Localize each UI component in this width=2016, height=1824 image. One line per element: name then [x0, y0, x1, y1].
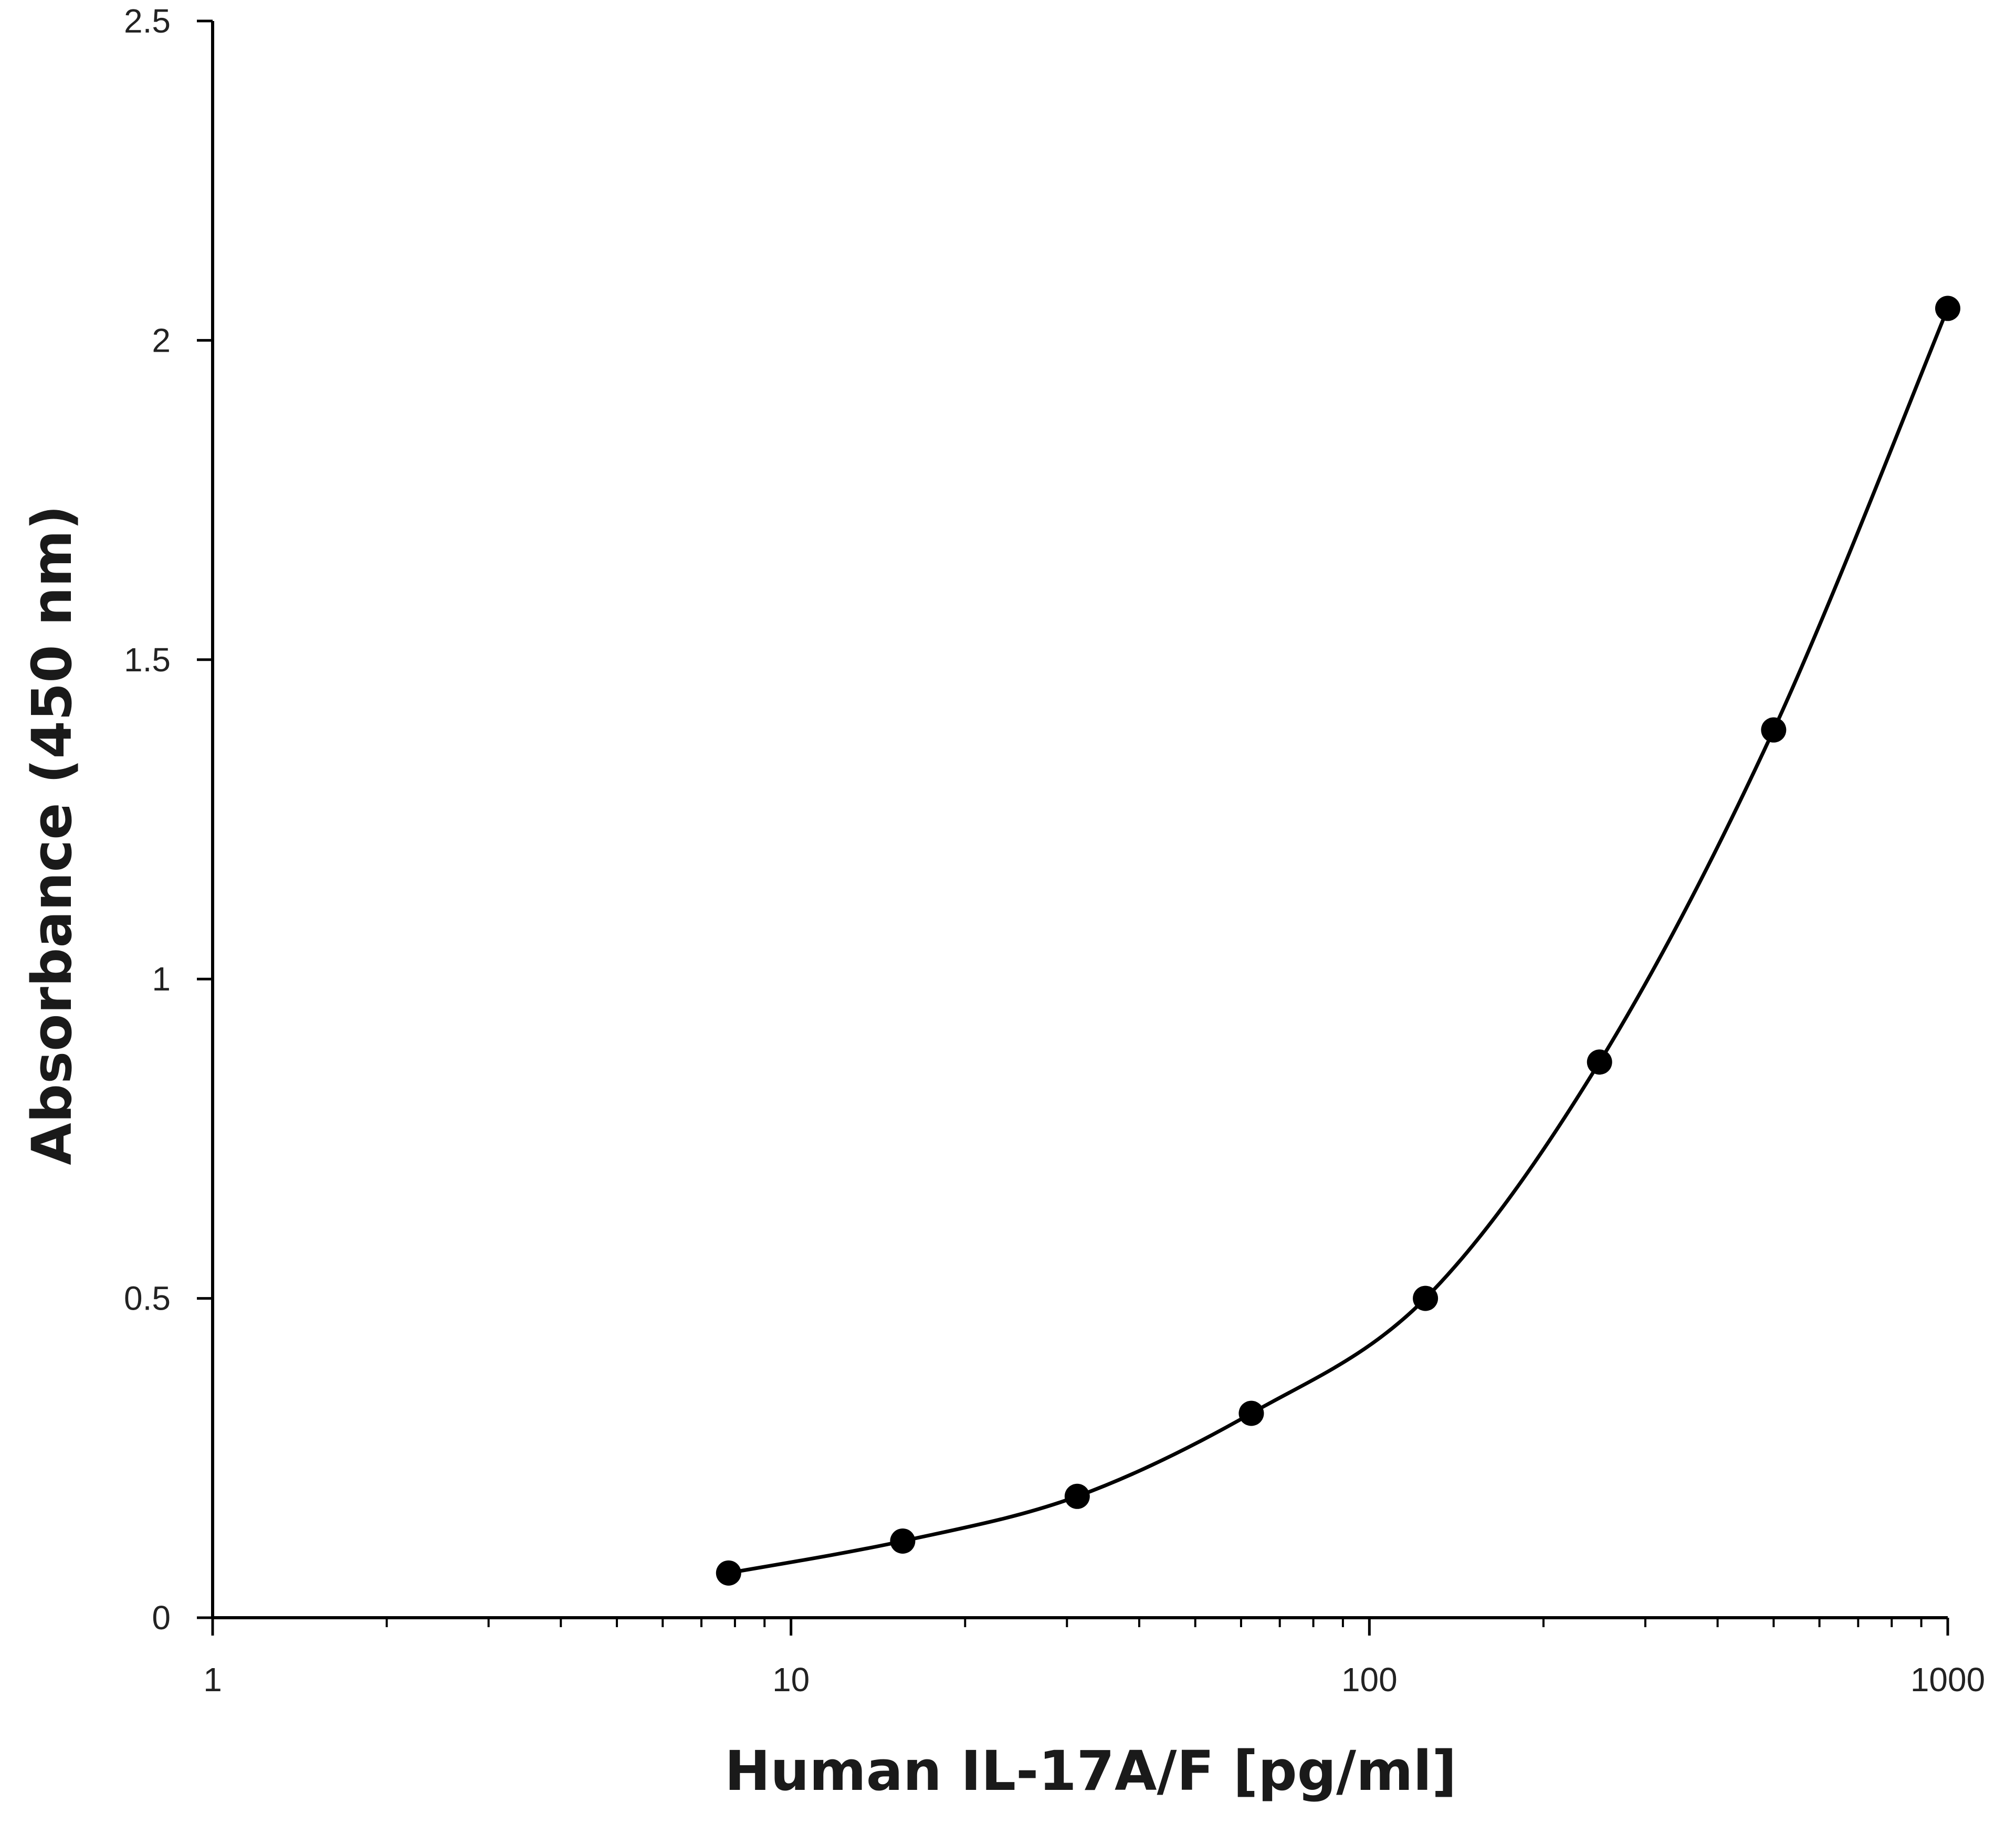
- data-point: [716, 1560, 741, 1586]
- x-ticks: 1 10 100 1000: [203, 1618, 1985, 1699]
- x-tick-label: 100: [1341, 1661, 1398, 1699]
- x-tick-label: 1000: [1910, 1661, 1985, 1699]
- data-point: [1238, 1400, 1264, 1426]
- data-point: [1064, 1483, 1090, 1509]
- y-tick-label: 2: [152, 321, 171, 359]
- x-tick-label: 10: [772, 1661, 810, 1699]
- series-layer: [716, 296, 1960, 1586]
- data-point: [1413, 1285, 1438, 1311]
- y-tick-label: 1: [152, 960, 171, 998]
- x-tick-label: 1: [203, 1661, 222, 1699]
- data-point: [1587, 1049, 1612, 1075]
- y-tick-label: 0: [152, 1599, 171, 1637]
- data-point: [890, 1528, 916, 1554]
- series-line: [727, 307, 1950, 1575]
- y-tick-label: 0.5: [124, 1280, 171, 1317]
- data-point: [1761, 717, 1787, 743]
- y-ticks: 0 0.5 1 1.5 2 2.5: [124, 2, 213, 1637]
- y-axis-title: Absorbance (450 nm): [20, 505, 84, 1165]
- axes: [211, 21, 1948, 1619]
- data-point: [1935, 296, 1960, 321]
- x-axis-title: Human IL-17A/F [pg/ml]: [724, 1739, 1456, 1803]
- y-tick-label: 1.5: [124, 641, 171, 679]
- y-tick-label: 2.5: [124, 2, 171, 40]
